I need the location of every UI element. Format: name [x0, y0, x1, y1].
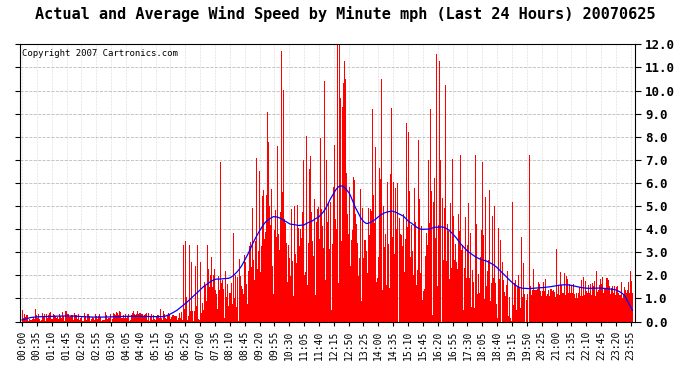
Text: Copyright 2007 Cartronics.com: Copyright 2007 Cartronics.com — [21, 48, 177, 57]
Text: Actual and Average Wind Speed by Minute mph (Last 24 Hours) 20070625: Actual and Average Wind Speed by Minute … — [34, 6, 655, 22]
